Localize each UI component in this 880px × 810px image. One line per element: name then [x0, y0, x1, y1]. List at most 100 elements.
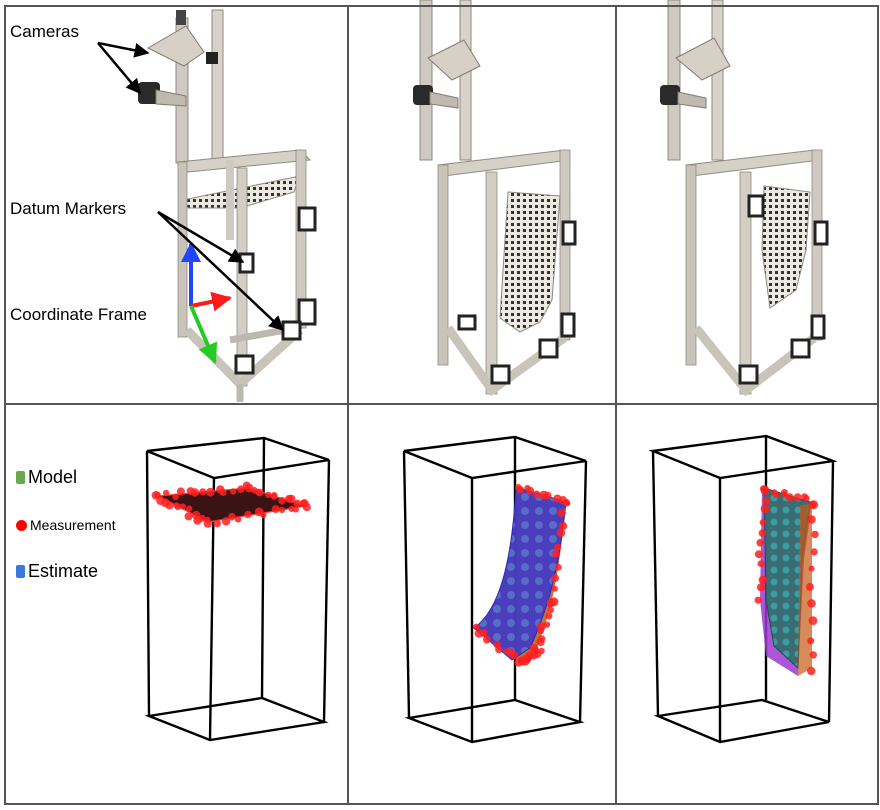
measurement-point [807, 599, 816, 608]
measurement-point [154, 491, 161, 499]
measurement-point [808, 565, 815, 572]
measurement-point [762, 496, 771, 505]
measurement-point [254, 507, 264, 517]
y-axis-arrow [189, 305, 218, 364]
measurement-point [270, 493, 278, 500]
measurement-point [172, 493, 180, 501]
measurement-point [156, 496, 166, 505]
plot-flat-cloth [144, 436, 331, 742]
legend-measurement-label: Measurement [30, 517, 116, 533]
plot-twisted-cloth [648, 434, 838, 744]
measurement-point [793, 493, 802, 501]
measurement-point [807, 515, 816, 524]
measurement-point [537, 627, 545, 634]
measurement-point [810, 548, 818, 556]
measurement-point [754, 596, 762, 604]
legend-model: Model [16, 467, 77, 488]
measurement-point [809, 651, 817, 659]
measurement-point [473, 623, 480, 630]
x-axis-arrow [190, 291, 232, 312]
legend-measurement: Measurement [16, 517, 116, 533]
datum-markers-label: Datum Markers [10, 199, 127, 218]
measurement-point [271, 505, 280, 514]
measurement-point [162, 489, 170, 497]
measurement-point [756, 583, 766, 592]
measurement-point [772, 491, 780, 498]
measurement-point [547, 606, 555, 614]
measurement-point [551, 585, 558, 592]
coordinate-frame-label: Coordinate Frame [10, 305, 148, 324]
measurement-point [278, 497, 286, 505]
measurement-point [760, 486, 770, 495]
rig-photo-twisted [660, 0, 829, 397]
measurement-point [759, 519, 766, 526]
measurement-point [184, 512, 193, 521]
legend-estimate: Estimate [16, 561, 98, 582]
cameras-label: Cameras [10, 22, 79, 41]
measurement-point [483, 635, 491, 644]
panel-grid [4, 5, 879, 805]
measurement-point [785, 493, 794, 502]
measurement-point [533, 490, 541, 498]
measurement-point [757, 560, 765, 568]
measurement-point [536, 637, 545, 647]
measurement-point [554, 563, 562, 571]
measurement-point [760, 504, 770, 513]
measurement-point [288, 505, 295, 512]
legend-estimate-label: Estimate [28, 561, 99, 581]
measurement-point [562, 498, 570, 507]
measurement-point [509, 651, 518, 660]
measurement-point [179, 503, 186, 510]
measurement-point [551, 574, 559, 582]
measurement-point [558, 521, 568, 531]
datum-arrow-2 [157, 211, 285, 332]
model-swatch [16, 471, 25, 484]
measurement-point [228, 512, 236, 521]
measurement-point [807, 666, 816, 676]
measurement-point [758, 575, 768, 585]
measurement-point [242, 481, 251, 490]
measurement-point [186, 505, 193, 512]
cameras-arrow-2 [97, 42, 141, 95]
measurement-point [808, 616, 818, 625]
measurement-point [781, 491, 788, 498]
measurement-point [203, 519, 212, 528]
measurement-point [173, 502, 180, 509]
measurement-point [756, 539, 764, 547]
measurement-point [286, 494, 296, 504]
measurement-point [199, 488, 207, 496]
measurement-point [758, 529, 766, 537]
measurement-point [552, 549, 560, 558]
measurement-point [213, 519, 221, 528]
measurement-point [229, 488, 237, 495]
measurement-point [206, 487, 215, 497]
measurement-point [809, 500, 819, 510]
measurement-point [544, 491, 552, 500]
measurement-point [516, 486, 525, 494]
measurement-point [293, 499, 302, 508]
measurement-point [557, 508, 566, 518]
rig-photo-flat [97, 9, 317, 402]
rig-photo-hanging [413, 0, 577, 397]
measurement-point [192, 510, 201, 520]
measurement-point [547, 601, 554, 608]
measurement-point [811, 530, 819, 539]
measurement-point [234, 516, 242, 523]
measurement-point [300, 499, 309, 508]
measurement-point [219, 488, 227, 496]
measurement-point [545, 612, 553, 620]
measurement-point [237, 485, 245, 494]
plot-curved-cloth [402, 435, 588, 744]
datum-arrow-1 [157, 210, 245, 264]
measurement-point [244, 510, 252, 519]
measurement-point [255, 488, 264, 497]
measurement-point [479, 629, 488, 637]
cameras-arrow-1 [97, 41, 150, 58]
measurement-point [803, 495, 810, 502]
measurement-point [807, 637, 815, 645]
measurement-point [221, 517, 231, 526]
measurement-point [495, 645, 503, 654]
measurement-point [278, 506, 286, 514]
measurement-point [190, 488, 200, 497]
